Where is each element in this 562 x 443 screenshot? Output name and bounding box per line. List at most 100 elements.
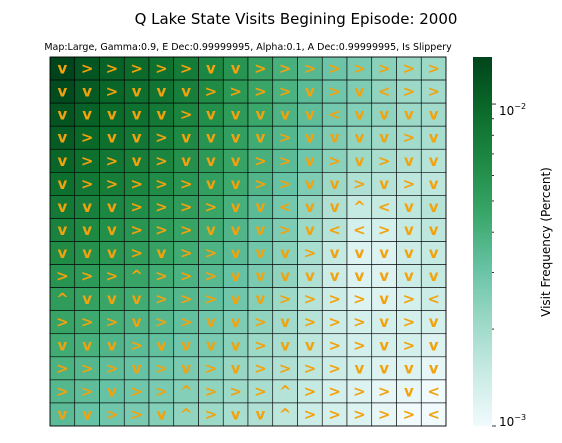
policy-arrow-r9-c1: > (81, 267, 94, 285)
policy-arrow-r12-c1: v (82, 336, 92, 354)
policy-arrow-r6-c4: > (155, 198, 168, 216)
policy-arrow-r10-c15: < (427, 290, 440, 308)
policy-arrow-r4-c0: v (57, 152, 67, 170)
policy-arrow-r2-c12: v (354, 106, 364, 124)
policy-arrow-r14-c6: > (205, 382, 218, 400)
policy-arrow-r1-c0: v (57, 83, 67, 101)
policy-arrow-r0-c1: > (81, 60, 94, 78)
policy-arrow-r15-c13: > (378, 405, 391, 423)
policy-arrow-r0-c7: v (231, 60, 241, 78)
policy-arrow-r3-c9: > (279, 129, 292, 147)
policy-arrow-r6-c0: v (57, 198, 67, 216)
policy-arrow-r6-c3: > (130, 198, 143, 216)
policy-arrow-r15-c3: > (130, 405, 143, 423)
policy-arrow-r15-c14: > (403, 405, 416, 423)
policy-arrow-r10-c3: v (132, 290, 142, 308)
policy-arrow-r0-c14: > (403, 60, 416, 78)
policy-arrow-r3-c14: > (403, 129, 416, 147)
policy-arrow-r0-c10: > (304, 60, 317, 78)
policy-arrow-r2-c8: v (255, 106, 265, 124)
policy-arrow-r10-c6: > (205, 290, 218, 308)
policy-arrow-r0-c4: > (155, 60, 168, 78)
policy-arrow-r3-c8: v (255, 129, 265, 147)
policy-arrow-r1-c15: > (427, 83, 440, 101)
policy-arrow-r9-c13: v (379, 267, 389, 285)
policy-arrow-r5-c11: v (330, 175, 340, 193)
policy-arrow-r10-c9: > (279, 290, 292, 308)
policy-arrow-r1-c11: > (328, 83, 341, 101)
policy-arrow-r4-c10: v (305, 152, 315, 170)
policy-arrow-r13-c12: v (354, 359, 364, 377)
policy-arrow-r15-c8: v (255, 405, 265, 423)
policy-arrow-r7-c4: > (155, 221, 168, 239)
policy-arrow-r2-c6: v (206, 106, 216, 124)
policy-arrow-r1-c14: > (403, 83, 416, 101)
policy-arrow-r1-c8: > (254, 83, 267, 101)
policy-arrow-r0-c8: > (254, 60, 267, 78)
policy-arrow-r8-c1: v (82, 244, 92, 262)
policy-arrow-r12-c0: v (57, 336, 67, 354)
policy-arrow-r4-c5: v (181, 152, 191, 170)
policy-arrow-r5-c2: > (106, 175, 119, 193)
policy-arrow-r14-c1: > (81, 382, 94, 400)
policy-arrow-r8-c14: v (404, 244, 414, 262)
policy-arrow-r2-c2: v (107, 106, 117, 124)
policy-arrow-r14-c14: v (404, 382, 414, 400)
policy-arrow-r0-c13: > (378, 60, 391, 78)
policy-arrow-r10-c10: > (304, 290, 317, 308)
policy-arrow-r4-c7: v (231, 152, 241, 170)
policy-arrow-r5-c9: > (279, 175, 292, 193)
policy-arrow-r9-c14: v (404, 267, 414, 285)
policy-arrow-r0-c6: v (206, 60, 216, 78)
policy-arrow-r11-c1: > (81, 313, 94, 331)
policy-arrow-r14-c12: > (353, 382, 366, 400)
policy-arrow-r0-c2: > (106, 60, 119, 78)
policy-arrow-r4-c8: > (254, 152, 267, 170)
policy-arrow-r1-c7: > (229, 83, 242, 101)
policy-arrow-r15-c5: ^ (180, 405, 193, 423)
policy-arrow-r8-c7: v (231, 244, 241, 262)
policy-arrow-r8-c0: v (57, 244, 67, 262)
policy-arrow-r2-c3: v (132, 106, 142, 124)
policy-arrow-r7-c5: > (180, 221, 193, 239)
policy-arrow-r6-c9: < (279, 198, 292, 216)
policy-arrow-r0-c15: > (427, 60, 440, 78)
policy-arrow-r10-c11: > (328, 290, 341, 308)
policy-arrow-r8-c13: v (379, 244, 389, 262)
policy-arrow-r8-c2: v (107, 244, 117, 262)
policy-arrow-r13-c14: v (404, 359, 414, 377)
policy-arrow-r9-c8: v (255, 267, 265, 285)
policy-arrow-r1-c5: v (181, 83, 191, 101)
policy-arrow-r6-c13: < (378, 198, 391, 216)
policy-arrow-r8-c12: v (354, 244, 364, 262)
policy-arrow-r6-c2: v (107, 198, 117, 216)
policy-arrow-r12-c6: v (206, 336, 216, 354)
policy-arrow-r11-c4: > (155, 313, 168, 331)
policy-arrow-r4-c14: v (404, 152, 414, 170)
policy-arrow-r12-c9: v (280, 336, 290, 354)
policy-arrow-r13-c1: > (81, 359, 94, 377)
policy-arrow-r5-c12: > (353, 175, 366, 193)
policy-arrow-r13-c7: v (231, 359, 241, 377)
policy-arrow-r6-c6: > (205, 198, 218, 216)
policy-arrow-r7-c6: v (206, 221, 216, 239)
policy-arrow-r7-c3: > (130, 221, 143, 239)
colorbar-tick-label-low: 10−3 (499, 413, 526, 429)
policy-arrow-r15-c15: < (427, 405, 440, 423)
policy-arrow-r9-c3: ^ (130, 267, 143, 285)
colorbar-gradient (473, 57, 492, 426)
policy-arrow-r4-c11: > (328, 152, 341, 170)
policy-arrow-r3-c7: v (231, 129, 241, 147)
policy-arrow-r13-c15: v (429, 359, 439, 377)
colorbar-label: Visit Frequency (Percent) (539, 167, 553, 317)
policy-arrow-r0-c3: > (130, 60, 143, 78)
policy-arrow-r13-c8: > (254, 359, 267, 377)
policy-arrow-r13-c6: > (205, 359, 218, 377)
colorbar-ticks (492, 103, 496, 427)
policy-arrow-r8-c5: > (180, 244, 193, 262)
policy-arrow-r14-c10: > (304, 382, 317, 400)
policy-arrow-r0-c0: v (57, 60, 67, 78)
policy-arrow-r4-c4: > (155, 152, 168, 170)
policy-arrow-r3-c15: v (429, 129, 439, 147)
policy-arrow-r8-c3: > (130, 244, 143, 262)
